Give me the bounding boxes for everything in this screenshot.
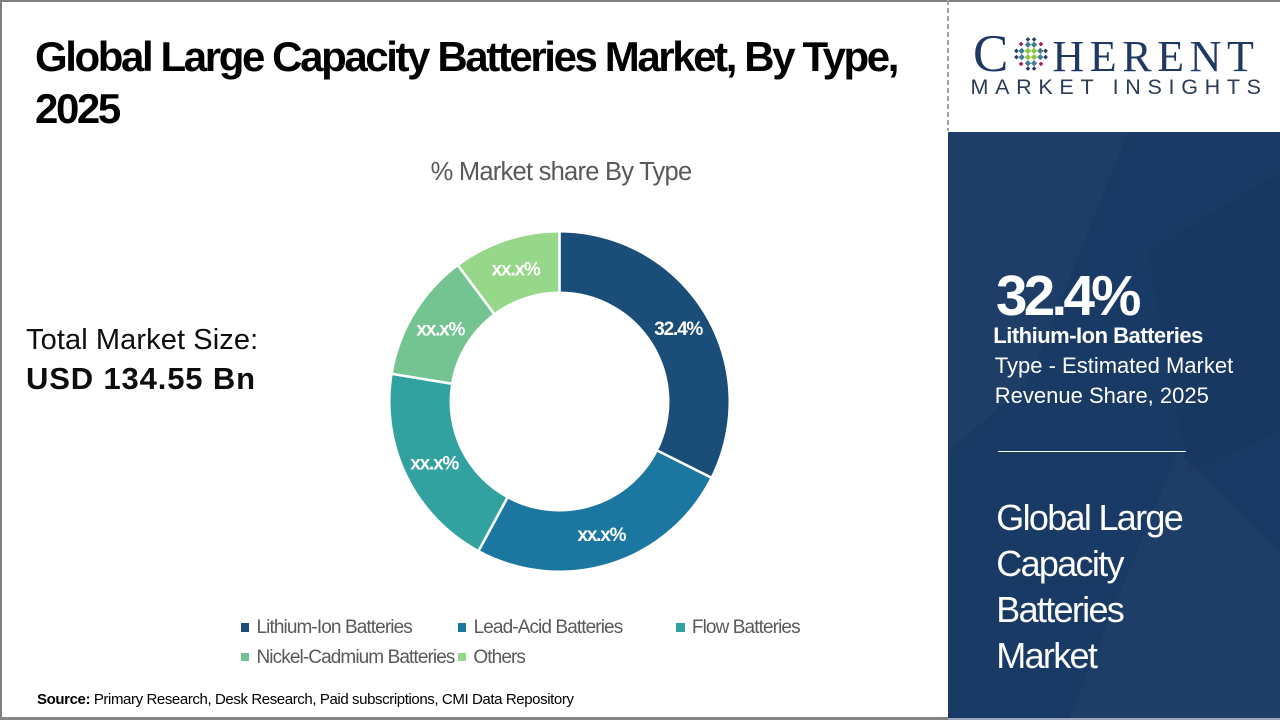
svg-text:32.4%: 32.4% <box>654 319 703 340</box>
svg-text:xx.x%: xx.x% <box>577 525 626 546</box>
svg-text:xx.x%: xx.x% <box>416 320 465 341</box>
svg-text:xx.x%: xx.x% <box>410 454 459 475</box>
svg-text:xx.x%: xx.x% <box>492 260 541 281</box>
